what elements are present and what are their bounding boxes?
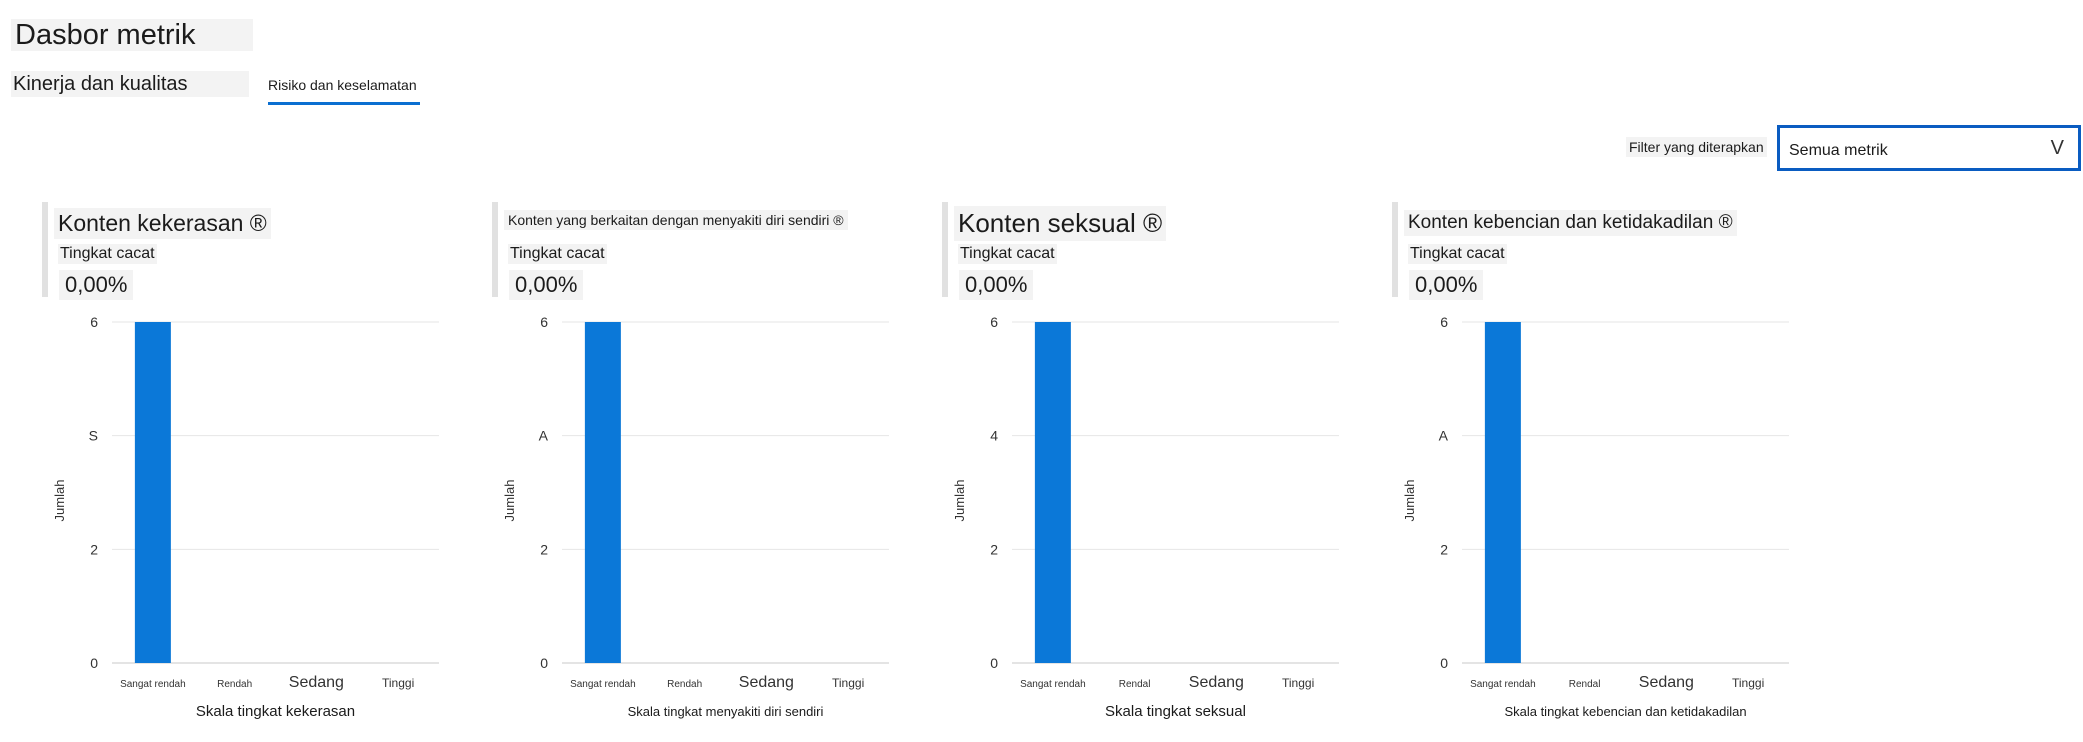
card-subtitle: Tingkat cacat (1408, 244, 1507, 264)
severity-bar-chart: 0 2 S 6 Jumlah Sangat rendah Rendah Sedang Tingg… (52, 314, 439, 720)
bar[interactable] (584, 322, 621, 663)
x-tick-label: Sangat rendah (1470, 679, 1536, 690)
x-tick-label: Tinggi (382, 676, 414, 690)
chevron-down-icon: V (2050, 137, 2064, 159)
card-title: Konten kekerasan ® (54, 208, 271, 239)
bar[interactable] (1484, 322, 1521, 663)
y-axis-label: Jumlah (1402, 480, 1417, 522)
tab-performance-quality[interactable]: Kinerja dan kualitas (11, 71, 249, 97)
y-tick-label: A (1439, 428, 1449, 444)
y-tick-label: 0 (540, 655, 548, 671)
metric-card-violence: Konten kekerasan ® Tingkat cacat 0,00% 0… (42, 200, 482, 742)
x-tick-label: Tinggi (1732, 676, 1764, 690)
y-tick-label: A (539, 428, 549, 444)
page-title: Dasbor metrik (11, 19, 253, 51)
x-axis-label: Skala tingkat kebencian dan ketidakadila… (1504, 704, 1746, 719)
defect-rate-value: 0,00% (509, 270, 584, 300)
tab-risk-safety[interactable]: Risiko dan keselamatan (268, 71, 420, 105)
y-axis-label: Jumlah (952, 480, 967, 522)
metric-card-hate-unfairness: Konten kebencian dan ketidakadilan ® Tin… (1392, 200, 1832, 742)
x-tick-label: Sangat rendah (120, 679, 186, 690)
bar[interactable] (134, 322, 171, 663)
y-tick-label: 4 (990, 428, 998, 444)
card-accent (42, 202, 48, 297)
y-tick-label: 2 (1440, 541, 1448, 557)
y-tick-label: 0 (990, 655, 998, 671)
bar[interactable] (1034, 322, 1071, 663)
severity-bar-chart: 0 2 A 6 Jumlah Sangat rendah Rendah Sedang Tingg… (502, 314, 889, 719)
defect-rate-value: 0,00% (59, 270, 134, 300)
card-accent (492, 202, 498, 297)
y-tick-label: S (89, 428, 98, 444)
metric-card-sexual: Konten seksual ® Tingkat cacat 0,00% 0 2 4… (942, 200, 1382, 742)
card-accent (1392, 202, 1398, 297)
x-tick-label: Tinggi (832, 676, 864, 690)
card-accent (942, 202, 948, 297)
y-tick-label: 2 (990, 541, 998, 557)
card-title: Konten seksual ® (954, 206, 1167, 241)
metric-filter-dropdown[interactable]: Semua metrik V (1777, 125, 2081, 171)
y-tick-label: 6 (1440, 314, 1448, 330)
x-tick-label: Sedang (739, 674, 794, 691)
filter-label: Filter yang diterapkan (1626, 137, 1767, 157)
y-tick-label: 2 (540, 541, 548, 557)
y-tick-label: 6 (990, 314, 998, 330)
x-tick-label: Rendal (1569, 679, 1601, 690)
x-tick-label: Sedang (1189, 674, 1244, 691)
x-tick-label: Sedang (289, 674, 344, 691)
x-tick-label: Tinggi (1282, 676, 1314, 690)
card-title: Konten yang berkaitan dengan menyakiti d… (504, 210, 848, 230)
y-tick-label: 2 (90, 541, 98, 557)
card-subtitle: Tingkat cacat (958, 244, 1057, 264)
card-subtitle: Tingkat cacat (58, 244, 157, 264)
filter-selected-value: Semua metrik (1789, 142, 1888, 159)
severity-bar-chart: 0 2 A 6 Jumlah Sangat rendah Rendal Sedang Tingg… (1402, 314, 1789, 719)
y-tick-label: 0 (90, 655, 98, 671)
defect-rate-value: 0,00% (959, 270, 1034, 300)
x-tick-label: Rendah (667, 679, 702, 690)
y-axis-label: Jumlah (52, 480, 67, 522)
y-axis-label: Jumlah (502, 480, 517, 522)
y-tick-label: 0 (1440, 655, 1448, 671)
metric-card-self-harm: Konten yang berkaitan dengan menyakiti d… (492, 200, 932, 742)
y-tick-label: 6 (540, 314, 548, 330)
severity-bar-chart: 0 2 4 6 Jumlah Sangat rendah Rendal Sedang Tingg… (952, 314, 1339, 720)
defect-rate-value: 0,00% (1409, 270, 1484, 300)
y-tick-label: 6 (90, 314, 98, 330)
x-axis-label: Skala tingkat kekerasan (196, 703, 355, 720)
x-tick-label: Sangat rendah (570, 679, 636, 690)
x-tick-label: Rendah (217, 679, 252, 690)
x-tick-label: Sangat rendah (1020, 679, 1086, 690)
x-axis-label: Skala tingkat seksual (1105, 703, 1246, 720)
x-tick-label: Sedang (1639, 674, 1694, 691)
x-axis-label: Skala tingkat menyakiti diri sendiri (628, 704, 824, 719)
card-subtitle: Tingkat cacat (508, 244, 607, 264)
card-title: Konten kebencian dan ketidakadilan ® (1404, 210, 1737, 236)
x-tick-label: Rendal (1119, 679, 1151, 690)
